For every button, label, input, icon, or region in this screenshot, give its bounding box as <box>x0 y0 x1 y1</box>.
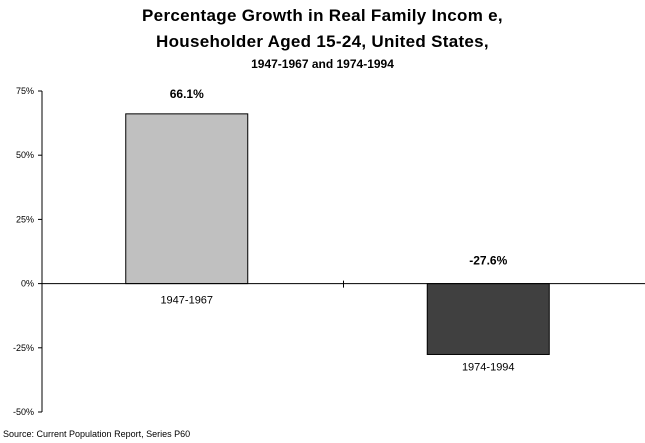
y-tick-label: -25% <box>13 343 34 353</box>
bars <box>126 114 550 355</box>
y-tick-label: 75% <box>16 86 34 96</box>
source-note: Source: Current Population Report, Serie… <box>3 429 190 439</box>
y-tick-label: 25% <box>16 214 34 224</box>
category-label: 1947-1967 <box>160 295 213 307</box>
bar-1947-1967 <box>126 114 248 284</box>
data-label: 66.1% <box>170 87 204 101</box>
y-tick-label: 50% <box>16 150 34 160</box>
bar-1974-1994 <box>427 284 549 355</box>
category-label: 1974-1994 <box>462 361 515 373</box>
y-tick-label: 0% <box>21 279 34 289</box>
data-label: -27.6% <box>469 254 507 268</box>
y-ticks: -50% -25% 0% 25% 50% 75% <box>13 86 42 417</box>
y-tick-label: -50% <box>13 407 34 417</box>
